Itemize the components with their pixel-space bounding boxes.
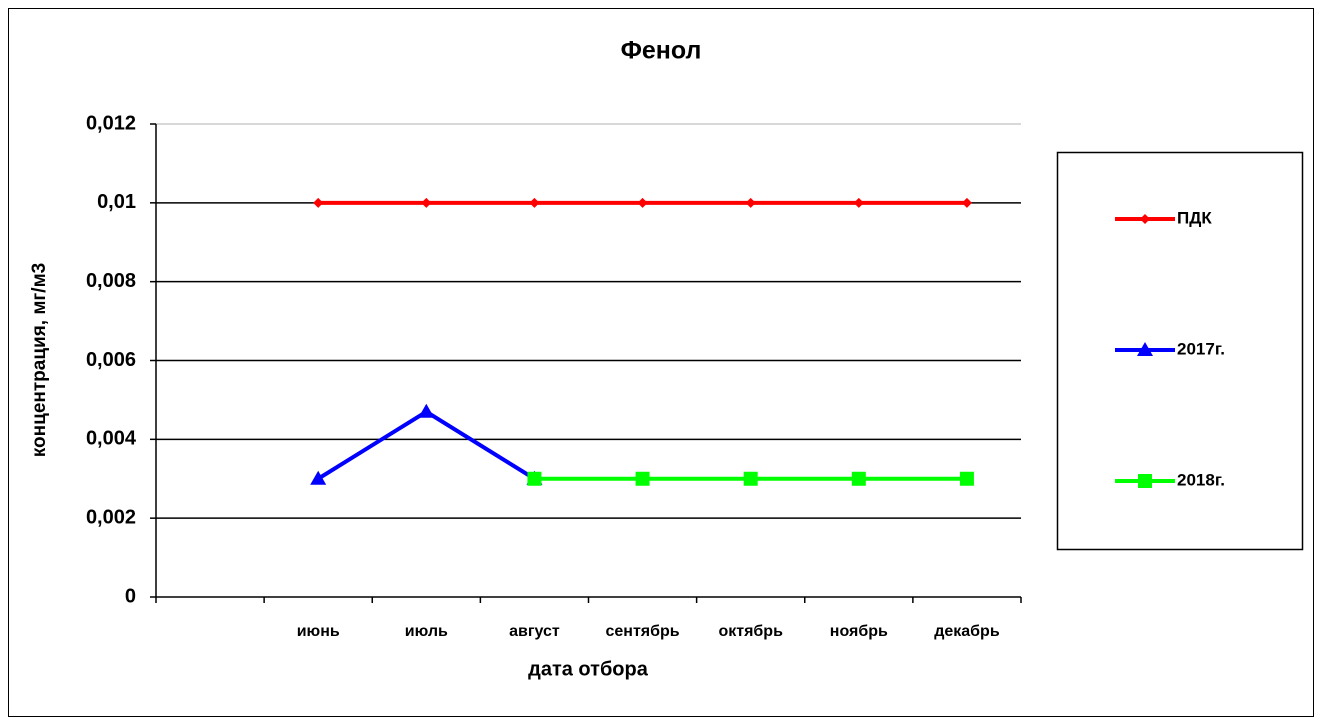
legend: ПДК 2017г. 2018г. — [1056, 151, 1304, 551]
y-tick-label: 0,004 — [86, 428, 137, 450]
x-tick-label: ноябрь — [830, 623, 888, 640]
y-tick-label: 0,012 — [86, 112, 136, 134]
data-point — [635, 471, 650, 486]
x-tick-label: декабрь — [934, 623, 1000, 640]
data-point — [418, 403, 435, 418]
marker — [1140, 214, 1150, 224]
x-tick-label: август — [509, 623, 560, 640]
legend-box — [1056, 151, 1304, 551]
x-axis-label: дата отбора — [528, 658, 649, 680]
data-point — [743, 471, 758, 486]
legend-label: 2018г. — [1177, 470, 1225, 489]
legend-label: ПДК — [1177, 208, 1212, 227]
x-tick-label: июль — [405, 623, 448, 640]
legend-label: 2017г. — [1177, 339, 1225, 358]
data-point — [310, 470, 327, 485]
x-tick-label: сентябрь — [606, 623, 680, 640]
data-point — [961, 197, 972, 208]
data-point — [959, 471, 974, 486]
marker — [1137, 342, 1153, 356]
data-point — [745, 197, 756, 208]
y-tick-label: 0,006 — [86, 349, 136, 371]
data-point — [853, 197, 864, 208]
data-point — [421, 197, 432, 208]
x-tick-label: октябрь — [718, 623, 783, 640]
data-point — [527, 471, 542, 486]
data-point — [313, 197, 324, 208]
data-point — [637, 197, 648, 208]
y-axis-label: концентрация, мг/м3 — [29, 263, 50, 457]
data-point — [529, 197, 540, 208]
y-tick-label: 0,002 — [86, 506, 136, 528]
y-tick-label: 0 — [125, 585, 136, 607]
marker — [1138, 474, 1152, 488]
chart-title: Фенол — [621, 37, 702, 65]
y-tick-label: 0,01 — [97, 191, 136, 213]
x-tick-label: июнь — [297, 623, 340, 640]
data-point — [851, 471, 866, 486]
y-tick-label: 0,008 — [86, 270, 136, 292]
